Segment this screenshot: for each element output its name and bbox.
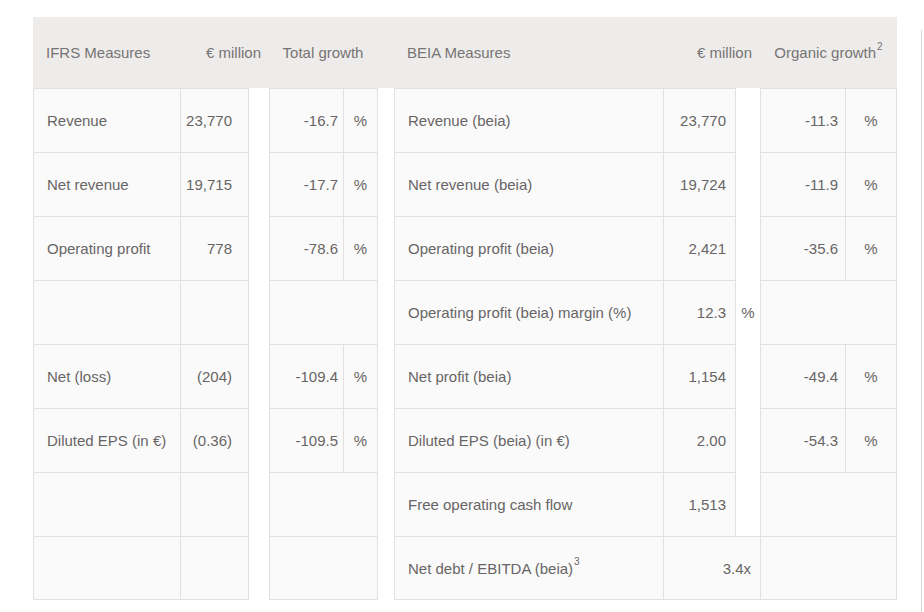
mid-spacer (377, 408, 394, 472)
column-spacer (248, 536, 269, 600)
beia-row-pct: % (845, 408, 897, 472)
column-spacer (248, 216, 269, 280)
mid-spacer (377, 536, 394, 600)
beia-row-value: 12.3 (663, 280, 735, 344)
ifrs-row-growth: -109.4 (269, 344, 343, 408)
ifrs-header-title: IFRS Measures (33, 17, 180, 88)
column-spacer (248, 88, 269, 152)
ifrs-row-value: (204) (180, 344, 248, 408)
beia-row-pct: % (845, 88, 897, 152)
column-spacer (735, 408, 760, 472)
ifrs-row-label: Net revenue (33, 152, 180, 216)
ifrs-row-growth-empty (269, 472, 377, 536)
header-spacer (377, 17, 394, 88)
beia-row-value: 1,154 (663, 344, 735, 408)
beia-row-value: 19,724 (663, 152, 735, 216)
column-spacer (248, 152, 269, 216)
mid-spacer (377, 344, 394, 408)
beia-row-label: Net debt / EBITDA (beia)3 (394, 536, 663, 600)
beia-row-unit-pct: % (735, 280, 760, 344)
beia-row-label-text: Net debt / EBITDA (beia) (408, 560, 573, 577)
beia-row-label: Net profit (beia) (394, 344, 663, 408)
ifrs-row-value-empty (180, 472, 248, 536)
ifrs-row-growth-empty (269, 280, 377, 344)
beia-row-value: 23,770 (663, 88, 735, 152)
ifrs-row-label-empty (33, 472, 180, 536)
beia-row-growth-empty (760, 472, 897, 536)
beia-row-value: 3.4x (663, 536, 760, 600)
beia-row-growth: -49.4 (760, 344, 845, 408)
ifrs-row-pct: % (343, 216, 377, 280)
beia-header-unit: € million (663, 17, 760, 88)
column-spacer (735, 152, 760, 216)
beia-row-value: 2.00 (663, 408, 735, 472)
ifrs-row-growth-empty (269, 536, 377, 600)
column-spacer (248, 344, 269, 408)
mid-spacer (377, 216, 394, 280)
ifrs-header-unit: € million (180, 17, 269, 88)
beia-row-label: Revenue (beia) (394, 88, 663, 152)
ifrs-row-label: Revenue (33, 88, 180, 152)
ifrs-row-pct: % (343, 408, 377, 472)
beia-row-value: 1,513 (663, 472, 735, 536)
beia-row-label: Free operating cash flow (394, 472, 663, 536)
ifrs-row-pct: % (343, 152, 377, 216)
ifrs-row-label: Operating profit (33, 216, 180, 280)
beia-row-label: Net revenue (beia) (394, 152, 663, 216)
column-spacer (735, 472, 760, 536)
column-spacer (735, 344, 760, 408)
ifrs-row-label-empty (33, 536, 180, 600)
ifrs-header-growth: Total growth (269, 17, 377, 88)
beia-row-label: Operating profit (beia) margin (%) (394, 280, 663, 344)
ifrs-row-growth: -78.6 (269, 216, 343, 280)
beia-row-growth: -11.3 (760, 88, 845, 152)
beia-header-growth-text: Organic growth (774, 44, 876, 61)
beia-header-growth-footnote: 2 (877, 42, 883, 52)
beia-row-growth-empty (760, 280, 897, 344)
ifrs-row-value: 23,770 (180, 88, 248, 152)
mid-spacer (377, 152, 394, 216)
beia-row-label-footnote: 3 (574, 557, 580, 567)
beia-row-label: Operating profit (beia) (394, 216, 663, 280)
ifrs-row-value: 19,715 (180, 152, 248, 216)
beia-row-growth: -35.6 (760, 216, 845, 280)
beia-row-growth-empty (760, 536, 897, 600)
beia-row-pct: % (845, 216, 897, 280)
mid-spacer (377, 472, 394, 536)
ifrs-row-growth: -16.7 (269, 88, 343, 152)
mid-spacer (377, 280, 394, 344)
ifrs-row-pct: % (343, 344, 377, 408)
beia-row-growth: -11.9 (760, 152, 845, 216)
beia-row-growth: -54.3 (760, 408, 845, 472)
beia-row-label: Diluted EPS (beia) (in €) (394, 408, 663, 472)
column-spacer (735, 216, 760, 280)
column-spacer (248, 280, 269, 344)
mid-spacer (377, 88, 394, 152)
ifrs-row-pct: % (343, 88, 377, 152)
ifrs-row-growth: -109.5 (269, 408, 343, 472)
beia-row-value: 2,421 (663, 216, 735, 280)
beia-header-growth: Organic growth2 (760, 17, 897, 88)
beia-row-pct: % (845, 344, 897, 408)
beia-row-pct: % (845, 152, 897, 216)
column-spacer (248, 408, 269, 472)
ifrs-row-value: (0.36) (180, 408, 248, 472)
column-spacer (248, 472, 269, 536)
financial-measures-table: IFRS Measures € million Total growth BEI… (33, 17, 897, 600)
ifrs-row-growth: -17.7 (269, 152, 343, 216)
ifrs-row-value-empty (180, 280, 248, 344)
ifrs-row-label-empty (33, 280, 180, 344)
ifrs-row-value: 778 (180, 216, 248, 280)
beia-header-title: BEIA Measures (394, 17, 663, 88)
ifrs-row-value-empty (180, 536, 248, 600)
page: { "table": { "colors": { "header_bg": "#… (0, 0, 924, 612)
ifrs-row-label: Net (loss) (33, 344, 180, 408)
column-spacer (735, 88, 760, 152)
ifrs-row-label: Diluted EPS (in €) (33, 408, 180, 472)
page-edge-line (921, 30, 922, 612)
